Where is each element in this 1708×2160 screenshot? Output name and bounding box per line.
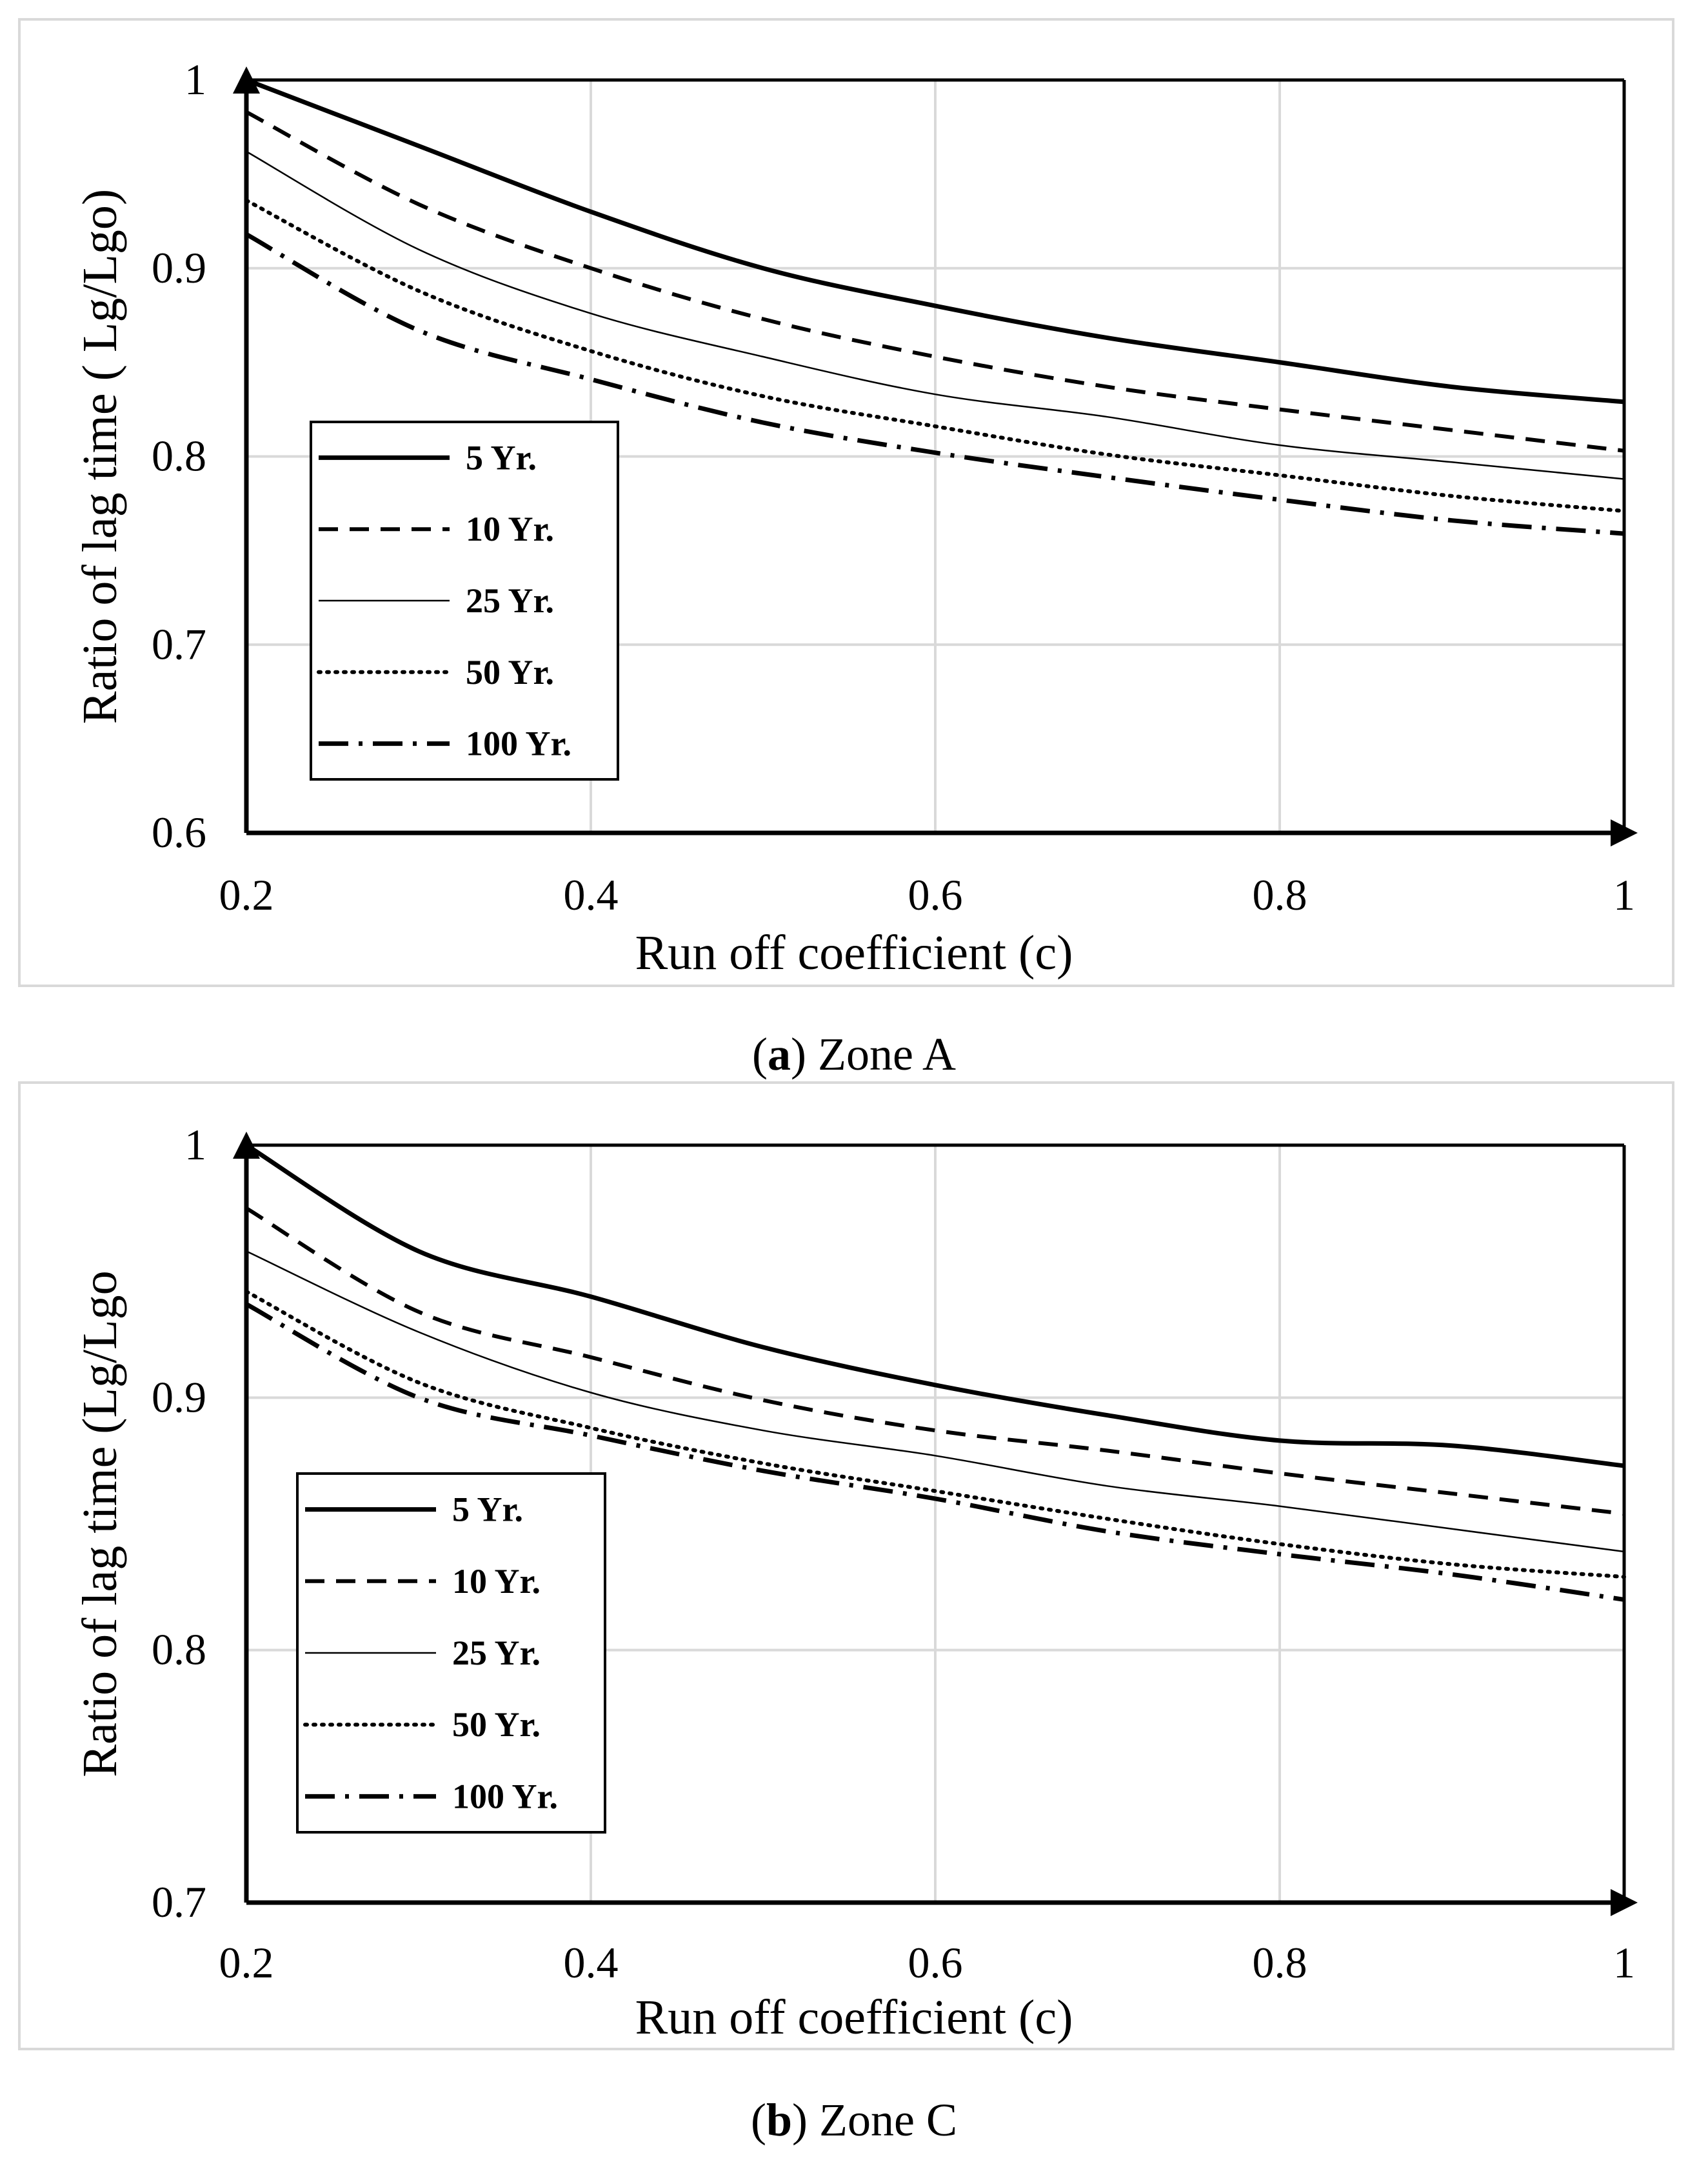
x-axis-title: Run off coefficient (c)	[635, 1990, 1073, 2045]
legend-label: 25 Yr.	[466, 581, 554, 620]
x-tick-label: 0.6	[908, 1938, 963, 1987]
y-tick-label: 1	[184, 55, 206, 104]
caption-open-paren: (	[752, 1028, 768, 1080]
legend-label: 100 Yr.	[466, 725, 571, 763]
x-tick-label: 0.8	[1253, 870, 1307, 919]
x-tick-label: 1	[1613, 1938, 1635, 1987]
legend-label: 10 Yr.	[452, 1562, 541, 1601]
series-line-5yr	[245, 1143, 1625, 1468]
legend: 5 Yr. 10 Yr. 25 Yr. 50 Yr. 100 Yr.	[296, 1472, 606, 1834]
x-tick-label: 0.4	[564, 870, 619, 919]
y-tick-label: 0.7	[152, 1877, 206, 1926]
y-tick-label: 0.8	[152, 1625, 206, 1674]
y-tick-label: 1	[184, 1120, 206, 1169]
x-axis-title: Run off coefficient (c)	[635, 926, 1073, 980]
series-line-10yr	[245, 1206, 1625, 1516]
legend: 5 Yr. 10 Yr. 25 Yr. 50 Yr. 100 Yr.	[310, 421, 619, 781]
figure-caption: (b) Zone C	[751, 2094, 957, 2146]
series-line-25yr	[246, 150, 1625, 480]
legend-label: 10 Yr.	[466, 510, 554, 548]
series-line-50yr	[244, 198, 1626, 514]
caption-text: ) Zone A	[791, 1028, 956, 1080]
caption-open-paren: (	[751, 2094, 766, 2146]
series-line-25yr	[246, 1250, 1625, 1553]
caption-text: ) Zone C	[792, 2094, 957, 2146]
y-axis-title: Ratio of lag time ( Lg/Lgo)	[73, 189, 127, 724]
legend-label: 5 Yr.	[452, 1490, 523, 1529]
legend-label: 50 Yr.	[466, 653, 554, 692]
y-tick-label: 0.8	[152, 432, 206, 481]
x-tick-label: 0.2	[219, 870, 274, 919]
y-axis-title: Ratio of lag time (Lg/Lgo	[73, 1270, 127, 1777]
caption-letter: a	[768, 1028, 791, 1080]
series-line-5yr	[245, 77, 1625, 405]
caption-letter: b	[766, 2094, 792, 2146]
y-tick-label: 0.6	[152, 808, 206, 857]
y-tick-label: 0.9	[152, 1372, 206, 1421]
series-line-100yr	[245, 232, 1625, 536]
y-tick-label: 0.9	[152, 243, 206, 292]
legend-label: 25 Yr.	[452, 1634, 541, 1672]
series-line-100yr	[245, 1302, 1625, 1602]
chart-zone-a: 0.2 0.4 0.6 0.8 1 0.6 0.7 0.8 0.9 1 Run off coeffi…	[18, 18, 1674, 1080]
x-tick-label: 0.8	[1253, 1938, 1307, 1987]
chart-zone-b: 0.2 0.4 0.6 0.8 1 0.7 0.8 0.9 1 Run off coefficie…	[18, 1081, 1674, 2146]
x-tick-label: 0.4	[564, 1938, 619, 1987]
x-tick-label: 0.6	[908, 870, 963, 919]
legend-label: 100 Yr.	[452, 1777, 558, 1815]
y-tick-label: 0.7	[152, 619, 206, 668]
figure-caption: (a) Zone A	[752, 1028, 956, 1080]
chart-frame	[18, 1081, 1674, 2050]
legend-label: 50 Yr.	[452, 1705, 541, 1744]
legend-label: 5 Yr.	[466, 438, 537, 477]
x-tick-label: 0.2	[219, 1938, 274, 1987]
x-tick-label: 1	[1613, 870, 1635, 919]
series-line-50yr	[244, 1290, 1626, 1579]
